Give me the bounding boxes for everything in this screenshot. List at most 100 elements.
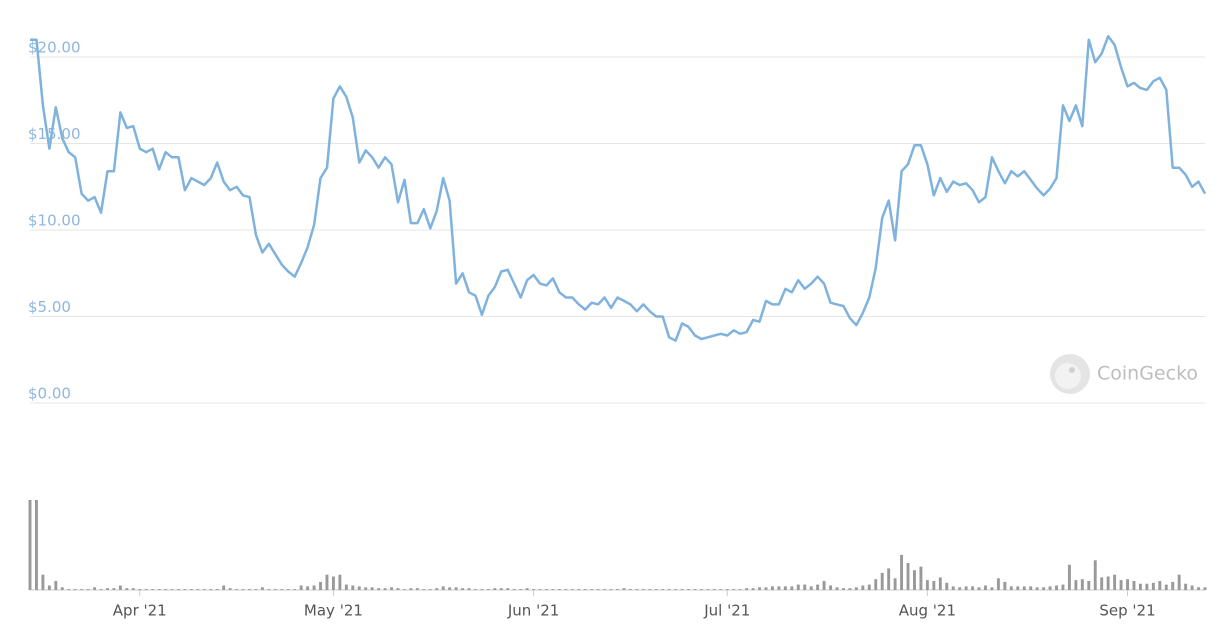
volume-bar [641, 589, 645, 590]
volume-bar [409, 588, 413, 590]
volume-bar [783, 586, 787, 590]
volume-bar [80, 589, 84, 590]
volume-bar [377, 588, 381, 590]
volume-bar [809, 586, 813, 590]
volume-bar [454, 587, 458, 590]
volume-bar [338, 574, 342, 590]
volume-bar [170, 589, 174, 590]
volume-bar [977, 587, 981, 590]
volume-bar [1035, 587, 1039, 590]
volume-bar [28, 500, 32, 590]
volume-bar [1067, 564, 1071, 590]
volume-bar [1197, 587, 1200, 590]
volume-bar [603, 589, 607, 590]
volume-bar [183, 589, 187, 590]
volume-bar [35, 500, 38, 590]
volume-bar [1177, 574, 1181, 590]
volume-bar [984, 585, 987, 590]
volume-bar [616, 589, 619, 590]
volume-bar [822, 581, 826, 590]
volume-bar [228, 588, 232, 590]
volume-bar [829, 585, 833, 590]
volume-bar [448, 587, 452, 590]
volume-bar [699, 589, 703, 590]
volume-bar [842, 588, 845, 590]
volume-bar [867, 584, 871, 590]
volume-bar [1080, 579, 1084, 590]
x-tick-label: May '21 [304, 602, 363, 620]
volume-bar [215, 589, 219, 590]
volume-bar [54, 581, 58, 590]
volume-bar [751, 588, 755, 590]
volume-bar [299, 585, 303, 590]
volume-bar [551, 589, 555, 590]
volume-bar [93, 587, 97, 590]
volume-bar [402, 589, 406, 590]
volume-bar [390, 587, 393, 590]
volume-bar [177, 589, 180, 590]
volume-bar [441, 586, 445, 590]
volume-bar [564, 589, 568, 590]
volume-bar [913, 570, 916, 590]
volume-bar [706, 589, 710, 590]
volume-bar [280, 589, 284, 590]
x-tick-label: Apr '21 [113, 602, 167, 620]
volume-bar [157, 589, 161, 590]
volume-bar [628, 589, 632, 590]
volume-bar [557, 589, 561, 590]
volume-bar [796, 584, 800, 590]
volume-bar [712, 589, 716, 590]
volume-bar [635, 589, 639, 590]
volume-bar [687, 589, 690, 590]
volume-bar [344, 584, 348, 590]
x-tick-label: Sep '21 [1099, 602, 1155, 620]
volume-bar [260, 587, 264, 590]
volume-bar [209, 589, 213, 590]
volume-bar [990, 587, 994, 590]
volume-bar [422, 589, 426, 590]
volume-bar [286, 589, 290, 590]
volume-bar [235, 589, 239, 590]
volume-bar [525, 588, 529, 590]
volume-bar [151, 589, 155, 590]
volume-bar [925, 580, 929, 590]
volume-bar [67, 589, 71, 590]
volume-bar [1074, 580, 1078, 590]
volume-bar [932, 581, 936, 590]
volume-bar [964, 586, 968, 590]
volume-bar [577, 589, 581, 590]
volume-bar [667, 589, 671, 590]
volume-bar [854, 587, 858, 590]
volume-bar [1184, 583, 1188, 590]
volume-bar [945, 582, 949, 590]
volume-bar [99, 589, 103, 590]
volume-bar [1151, 582, 1155, 590]
y-tick-label: $15.00 [28, 125, 81, 143]
volume-bar [1087, 581, 1091, 590]
volume-bar [125, 588, 129, 590]
y-tick-label: $5.00 [28, 298, 71, 316]
price-line [30, 34, 1207, 342]
volume-bar [486, 589, 490, 590]
volume-bar [1171, 581, 1175, 590]
volume-bar [919, 566, 923, 590]
volume-bar [803, 584, 807, 590]
volume-bar [480, 589, 484, 590]
volume-bar [1119, 580, 1123, 590]
volume-bar [1055, 585, 1058, 590]
volume-bar [428, 589, 432, 590]
volume-bar [267, 589, 271, 590]
volume-bar [758, 587, 761, 590]
volume-bar [1016, 586, 1020, 590]
volume-bar [900, 554, 904, 590]
volume-bar [1003, 581, 1007, 590]
volume-bar [144, 589, 148, 590]
volume-bar [519, 589, 523, 590]
volume-bar [732, 589, 736, 590]
volume-bar [254, 589, 258, 590]
volume-bar [1158, 581, 1162, 590]
volume-bar [848, 588, 852, 590]
volume-bar [609, 589, 613, 590]
volume-bar [590, 589, 594, 590]
volume-bar [661, 589, 665, 590]
